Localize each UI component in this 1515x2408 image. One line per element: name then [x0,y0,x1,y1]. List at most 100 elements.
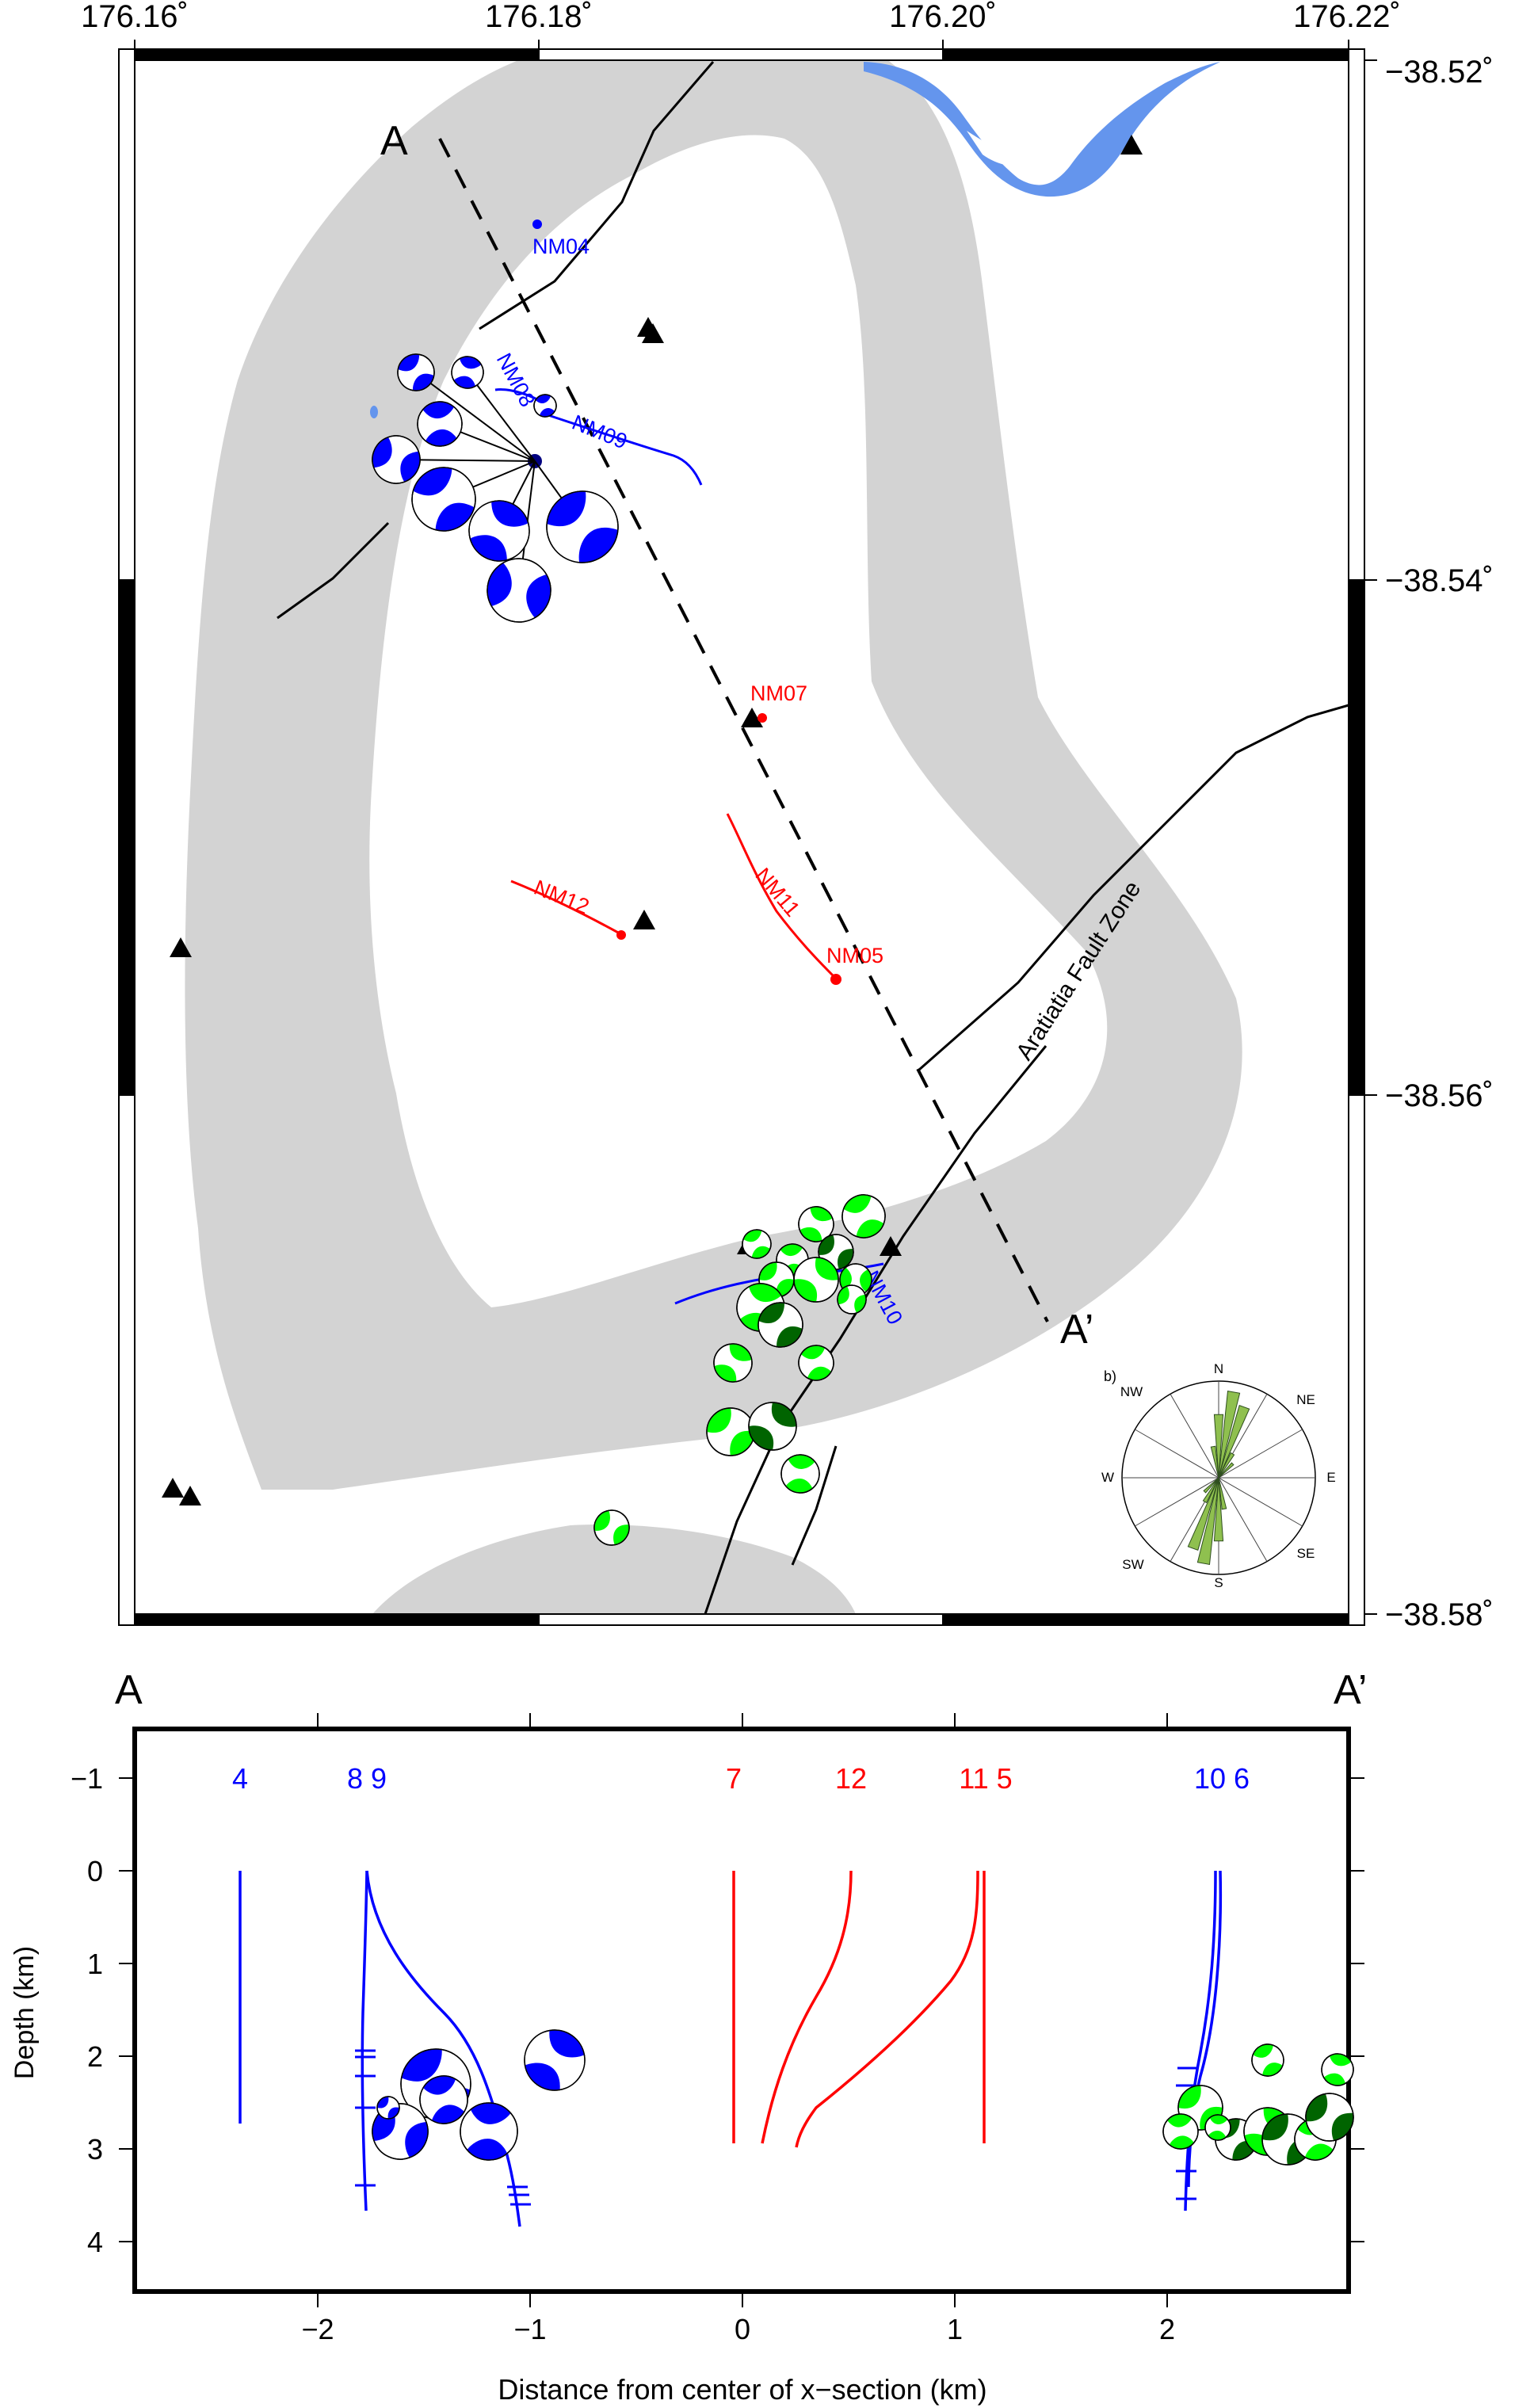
x-tick-labels: −2 −1 0 1 2 [301,2313,1175,2345]
section-left-label: A [115,1667,143,1713]
beachball-quadrant [780,1244,803,1257]
beachball-rim [533,394,557,418]
beachball-quadrant [401,2049,442,2082]
beachball-quadrant [1167,2114,1193,2128]
lat-label-1: −38.52˚ [1385,55,1494,90]
beachball-rim [593,1509,630,1546]
beachball-quadrant [788,1455,815,1469]
y-tick-label: 1 [87,1948,103,1980]
beachball-rim [1251,2044,1284,2077]
beachball-quadrant [425,429,457,446]
cross-section-line [438,138,1049,1322]
river [864,62,1220,197]
focal-mechanism-beachball [468,500,530,562]
beachball-quadrant [1306,2093,1328,2122]
beachball-quadrant [423,2076,456,2095]
beachball-quadrant [751,1246,770,1258]
focal-mechanism-beachball [742,1229,772,1259]
lon-label-3: 176.20˚ [889,0,997,34]
well-number: 4 [232,1762,248,1795]
focal-mechanism-beachball [1204,2114,1231,2141]
beachball-quadrant [838,1249,853,1269]
beachball-quadrant [470,2103,511,2124]
well-head-nm05 [830,974,841,985]
frame-bar-right-2 [1349,580,1364,1095]
lat-label-4: −38.58˚ [1385,1597,1494,1632]
beachball-rim [524,2029,586,2091]
rose-petal [1218,1452,1235,1479]
beachball-quadrant [460,357,482,369]
rose-label-s: S [1214,1575,1223,1590]
focal-mechanism-beachball [411,467,476,532]
beachball-rim [411,467,476,532]
beachball-quadrant [413,373,434,391]
rose-petal [1196,1477,1219,1565]
beachball-rim [837,1284,867,1315]
map-frame [118,48,1365,1626]
beachball-quadrant [549,2030,585,2058]
focal-mechanism-beachball [841,1194,886,1238]
rose-petal [1213,1477,1224,1542]
beachball-rim [1162,2113,1199,2150]
beachball-quadrant [377,2097,389,2108]
beachball-quadrant [1323,2073,1345,2086]
beachball-rim [1305,2093,1354,2142]
lat-labels: −38.52˚ −38.54˚ −38.56˚ −38.58˚ [1385,55,1494,1632]
lon-label-4: 176.22˚ [1293,0,1401,34]
beachball-rim [419,2075,468,2124]
frame-bar-left-1 [118,48,135,581]
section-x-axis-label: Distance from center of x−section (km) [498,2373,986,2406]
focal-mechanism-beachball [460,2102,518,2161]
beachball-quadrant [613,1525,629,1545]
station-marker [1120,135,1143,155]
frame-bar-right-3 [1348,1094,1365,1626]
beachball-quadrant [800,1345,825,1360]
well-track-nm12 [510,880,620,935]
section-end-label: A’ [1060,1307,1093,1353]
well-trace-8 [361,1870,368,2211]
beachball-quadrant [843,1195,872,1213]
well-number: 12 [835,1762,867,1795]
green-focal-mechanisms [593,1194,886,1546]
beachball-quadrant [743,1230,762,1242]
blue-focal-mechanisms [372,353,619,623]
beachball-quadrant [1178,2086,1201,2109]
rose-label-n: N [1214,1361,1223,1376]
connector-line [467,372,536,462]
focal-mechanism-beachball [451,356,484,389]
beachball-rim [758,1302,803,1348]
rose-label-e: E [1326,1470,1335,1485]
beachball-quadrant [470,535,507,561]
y-tick-label: 2 [87,2040,103,2073]
section-well-traces [239,1870,1223,2227]
lat-label-2: −38.54˚ [1385,563,1494,598]
lon-label-2: 176.18˚ [485,0,593,34]
beachball-rim [546,490,619,563]
well-number: 7 [726,1762,742,1795]
beachball-rim [1177,2085,1223,2131]
focal-mechanism-beachball [837,1284,867,1315]
rose-label-w: W [1101,1470,1114,1485]
focal-mechanism-beachball [1162,2113,1199,2150]
resistivity-boundary-band-south [372,1525,856,1614]
frame-inner-border [134,59,1349,1615]
beachball-quadrant [758,1303,784,1323]
station-marker [179,1486,201,1505]
frame-bar-top-2 [538,48,944,61]
focal-mechanism-beachball [706,1407,755,1456]
rose-petal [1202,1477,1219,1504]
connector-line [415,372,536,462]
beachball-quadrant [525,2063,560,2090]
beachball-rim [798,1345,834,1381]
frame-bar-left-3 [118,1094,135,1626]
focal-mechanism-beachball [487,558,551,623]
beachball-rim [1321,2053,1354,2086]
beachball-quadrant [526,574,551,618]
rose-direction-labels: N NE E SE S SW W NW [1101,1361,1336,1590]
beachball-quadrant [398,354,419,372]
station-marker [170,937,192,957]
fault-north [479,61,715,330]
beachball-quadrant [856,1219,884,1238]
beachball-rim [818,1234,854,1270]
well-number: 11 5 [959,1762,1012,1795]
